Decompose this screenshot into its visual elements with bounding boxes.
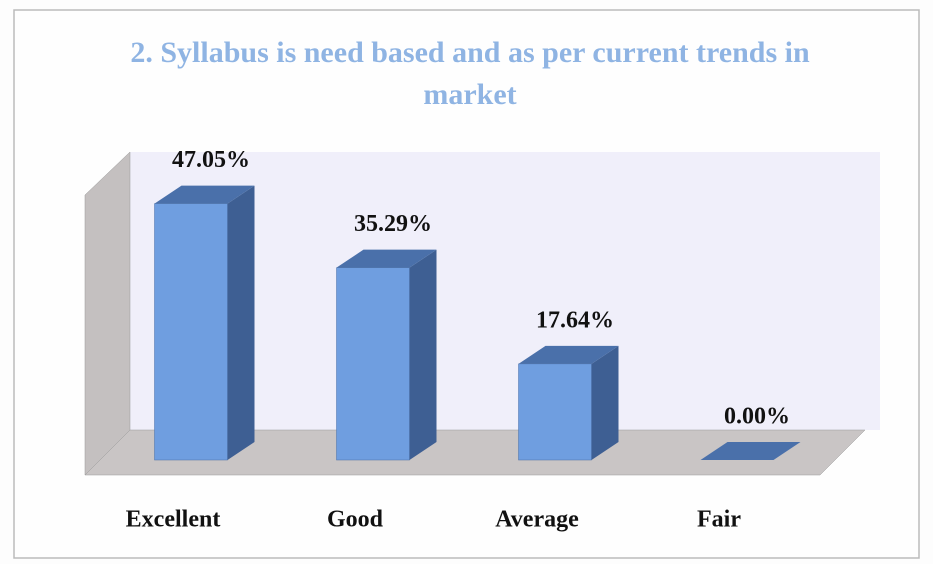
x-tick-label: Fair	[697, 507, 741, 533]
x-tick-label: Excellent	[126, 507, 221, 533]
bar	[336, 267, 410, 461]
value-label: 35.29%	[354, 211, 432, 237]
value-label: 17.64%	[536, 307, 614, 333]
bar-top	[518, 345, 619, 364]
chart-title: 2. Syllabus is need based and as per cur…	[130, 36, 810, 111]
back-wall	[130, 152, 880, 430]
side-wall	[84, 151, 131, 476]
value-label: 47.05%	[172, 147, 250, 173]
bar-side	[227, 185, 255, 460]
bar	[154, 203, 228, 461]
bars	[154, 185, 801, 461]
bar-side	[409, 249, 437, 460]
floor	[84, 429, 866, 476]
bar-top	[336, 249, 437, 268]
x-tick-label: Average	[495, 507, 579, 533]
x-tick-label: Good	[327, 507, 384, 533]
bar-top	[154, 185, 255, 204]
bar-side	[591, 345, 619, 460]
bar-top	[700, 442, 801, 460]
bar	[518, 363, 592, 461]
value-label: 0.00%	[724, 404, 790, 430]
